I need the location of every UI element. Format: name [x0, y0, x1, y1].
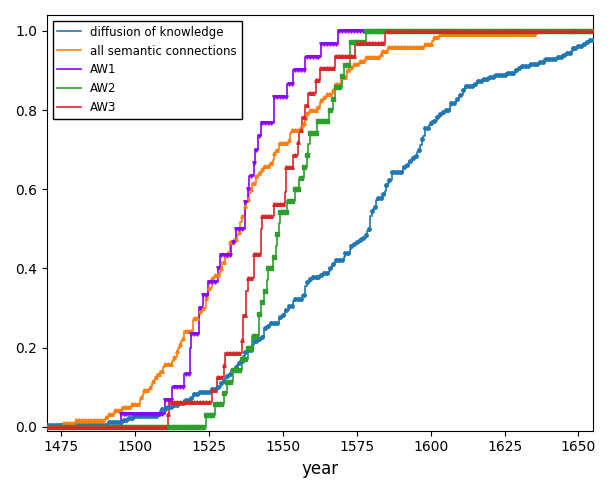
Line: diffusion of knowledge: diffusion of knowledge	[47, 39, 595, 424]
diffusion of knowledge	[591, 36, 598, 42]
all semantic connections	[227, 239, 235, 245]
all semantic connections	[133, 401, 140, 407]
X-axis label: year: year	[302, 460, 338, 478]
all semantic connections	[322, 94, 330, 100]
AW3	[322, 65, 330, 71]
AW1	[446, 28, 454, 34]
AW2	[362, 28, 370, 34]
AW3	[112, 424, 120, 430]
AW3	[227, 350, 235, 355]
AW2	[581, 28, 588, 34]
AW1	[581, 28, 588, 34]
all semantic connections	[112, 407, 120, 413]
AW1	[227, 239, 235, 245]
AW1	[43, 424, 50, 430]
diffusion of knowledge	[579, 41, 587, 47]
Line: AW1: AW1	[47, 31, 595, 427]
AW2	[43, 424, 50, 430]
AW3	[43, 424, 50, 430]
AW2	[322, 118, 330, 124]
AW1	[322, 41, 330, 47]
AW3	[446, 28, 454, 34]
diffusion of knowledge	[43, 422, 50, 427]
Line: AW2: AW2	[47, 31, 595, 427]
AW1	[334, 28, 341, 34]
AW2	[446, 28, 454, 34]
diffusion of knowledge	[133, 413, 140, 419]
AW3	[381, 28, 389, 34]
Legend: diffusion of knowledge, all semantic connections, AW1, AW2, AW3: diffusion of knowledge, all semantic con…	[53, 21, 242, 119]
AW3	[591, 28, 598, 34]
AW1	[591, 28, 598, 34]
all semantic connections	[533, 28, 541, 34]
diffusion of knowledge	[587, 36, 594, 42]
AW1	[133, 411, 140, 417]
all semantic connections	[445, 31, 452, 37]
Line: AW3: AW3	[47, 31, 595, 427]
AW2	[591, 28, 598, 34]
AW3	[133, 424, 140, 430]
all semantic connections	[581, 28, 588, 34]
AW3	[581, 28, 588, 34]
all semantic connections	[591, 28, 598, 34]
AW1	[112, 424, 120, 430]
diffusion of knowledge	[445, 107, 452, 113]
all semantic connections	[43, 424, 50, 430]
diffusion of knowledge	[322, 270, 330, 276]
diffusion of knowledge	[227, 367, 235, 373]
AW2	[133, 424, 140, 430]
Line: all semantic connections: all semantic connections	[47, 31, 595, 427]
diffusion of knowledge	[112, 420, 120, 425]
AW2	[112, 424, 120, 430]
AW2	[227, 379, 235, 385]
